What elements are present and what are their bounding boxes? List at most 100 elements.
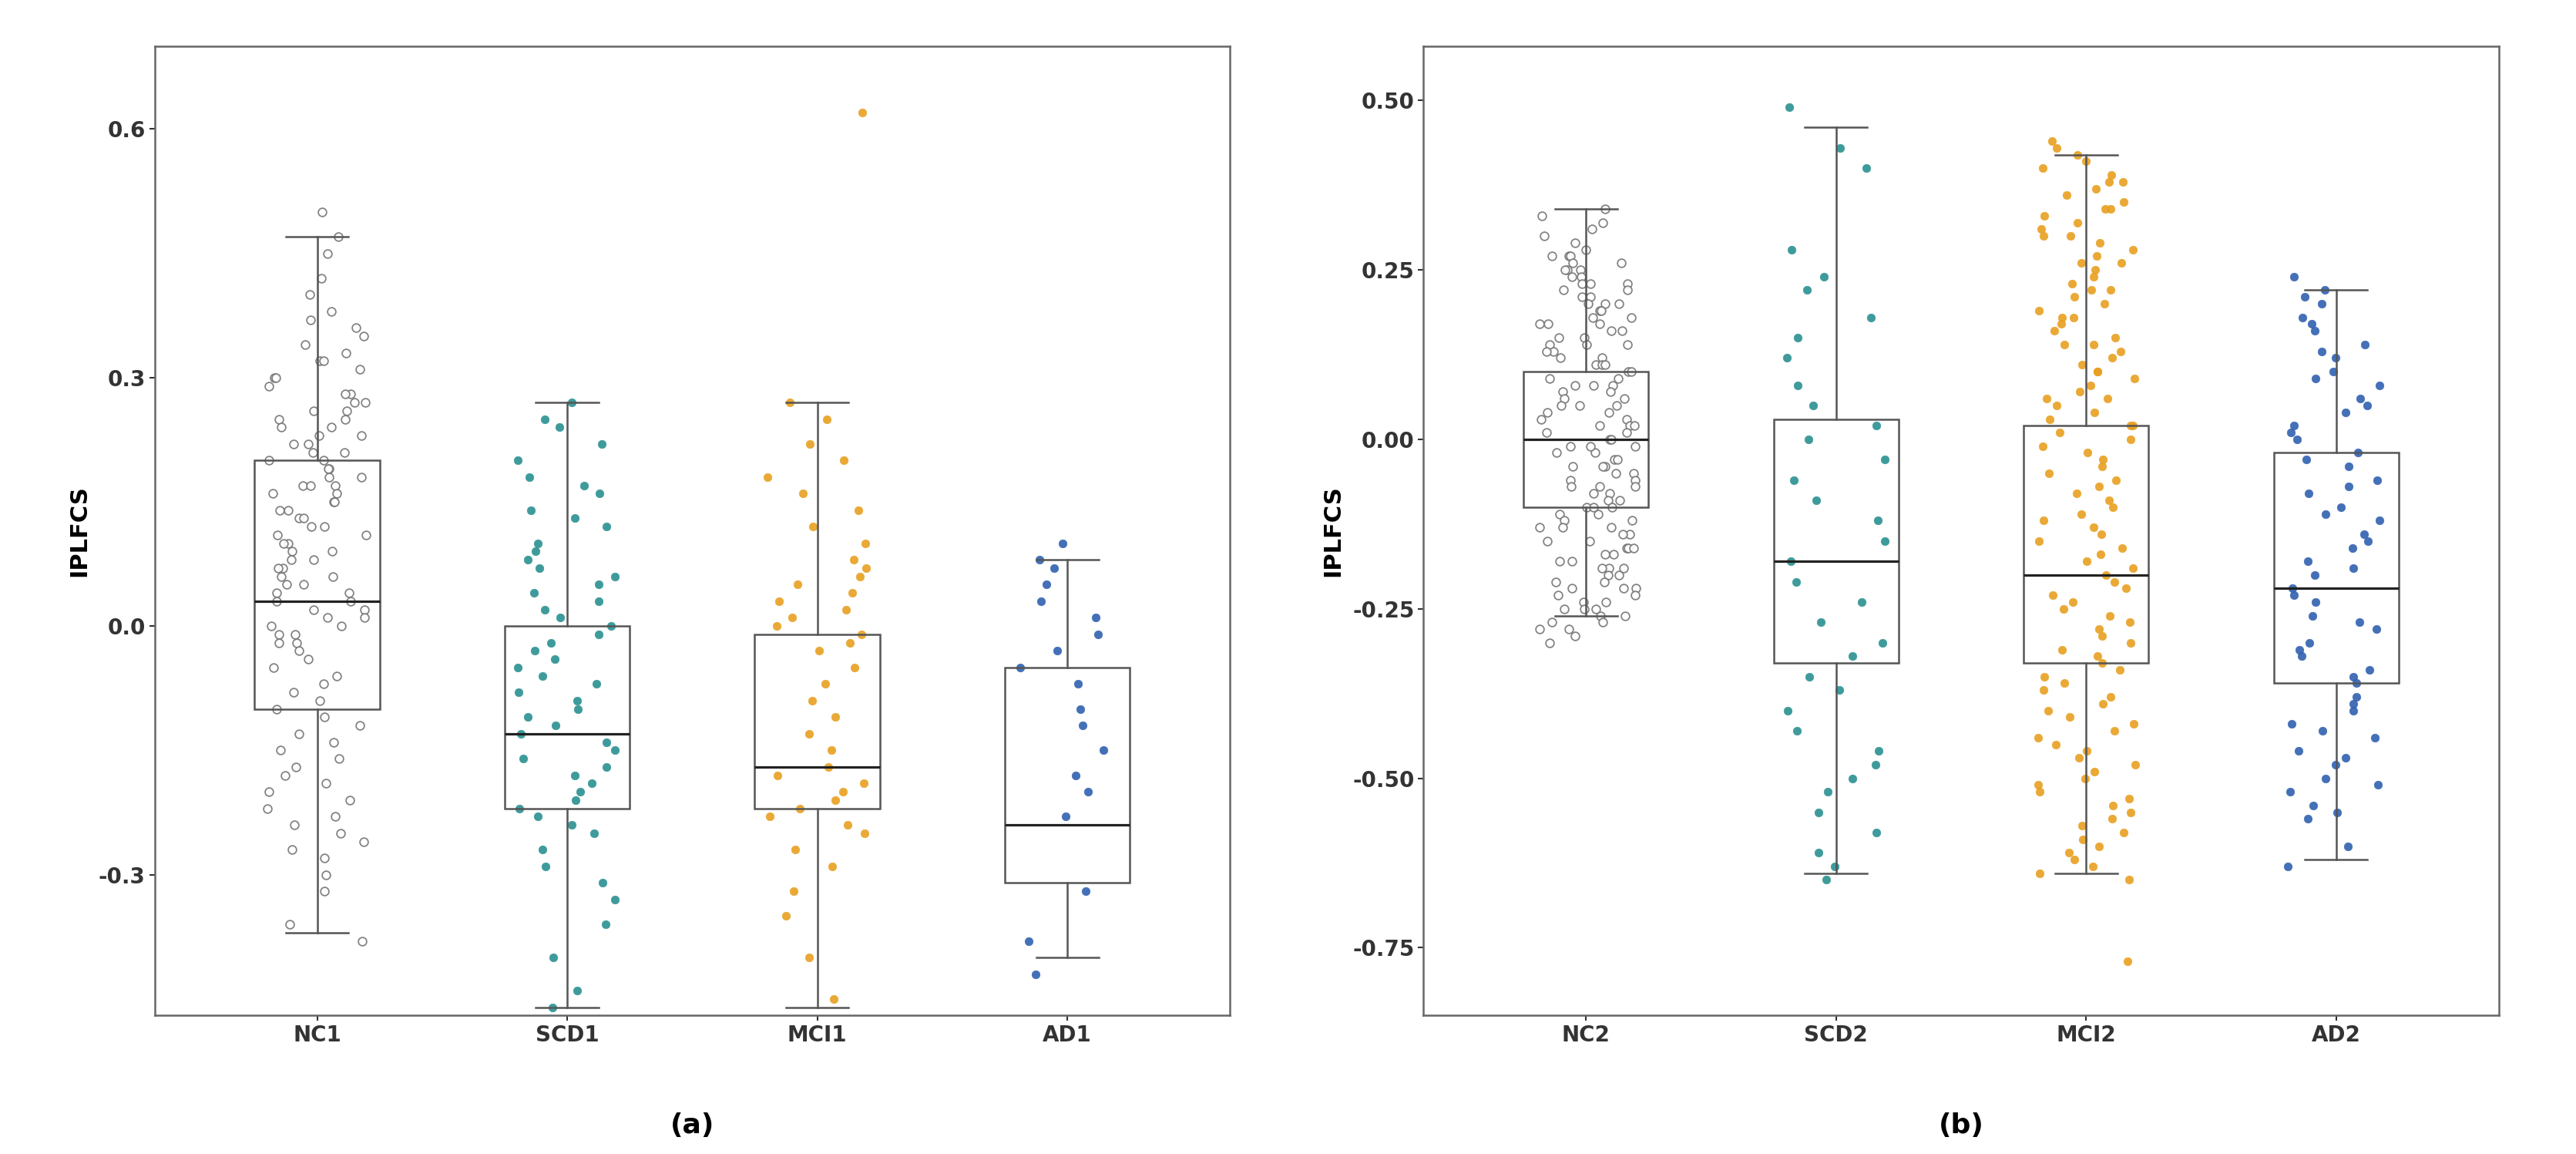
Point [835,550,876,569]
Point [2102,539,2143,557]
Point [317,667,358,685]
Point [2061,817,2102,835]
Point [1525,342,1566,360]
Point [829,634,871,652]
Point [2336,688,2378,706]
Point [577,592,618,610]
Point [2081,525,2123,544]
Point [2094,471,2136,489]
Point [270,840,312,859]
Point [2074,261,2115,279]
Point [2336,674,2378,692]
Point [1584,546,1625,564]
Point [1582,613,1623,631]
Point [1582,213,1623,232]
Point [2094,721,2136,740]
Point [1569,294,1610,313]
Point [1551,478,1592,496]
Point [1610,417,1651,435]
Point [2110,430,2151,449]
Point [533,650,574,668]
Point [1566,335,1607,353]
Point [2022,511,2063,530]
Point [1819,681,1860,699]
Point [1528,532,1569,550]
Point [2354,728,2396,747]
Point [345,608,386,627]
Point [497,451,538,470]
Point [1600,492,1641,510]
Point [1607,539,1649,557]
Point [1582,559,1623,577]
Point [304,849,345,868]
Point [2110,789,2151,808]
Point [1551,579,1592,598]
Point [1607,362,1649,381]
Point [1855,823,1896,841]
Point [2081,546,2123,564]
Point [2115,756,2156,774]
Point [273,816,314,834]
Point [1543,389,1584,407]
Point [2071,280,2112,299]
Point [2280,640,2321,659]
Point [2071,857,2112,876]
Point [265,576,307,594]
Point [1551,437,1592,456]
Point [559,782,600,801]
Point [1553,627,1595,645]
Point [309,467,350,486]
Point [2112,714,2154,733]
Point [2081,627,2123,645]
Point [554,790,595,809]
Point [2275,268,2316,286]
Point [1610,362,1651,381]
Point [2287,485,2329,503]
Point [2040,424,2081,442]
Point [1798,803,1839,822]
Point [783,485,824,503]
Point [2058,383,2099,402]
Point [2344,525,2385,544]
Point [278,725,319,743]
Point [2334,559,2375,577]
Point [526,410,567,428]
Point [1855,756,1896,774]
Point [258,634,299,652]
Point [1564,329,1605,347]
Point [999,658,1041,676]
Point [2040,315,2081,334]
Point [304,709,345,727]
Point [2074,763,2115,781]
Point [518,559,559,577]
Point [842,103,884,121]
Point [2022,437,2063,456]
Point [806,410,848,428]
Point [2017,775,2058,794]
Point [2092,810,2133,829]
Point [2061,504,2102,523]
Point [247,376,289,395]
Point [2094,572,2136,591]
Point [580,625,621,644]
Point [2048,709,2089,727]
Point [1597,369,1638,388]
Point [2076,647,2117,666]
Point [283,477,325,495]
Point [1788,667,1829,685]
Point [1574,443,1615,462]
Point [2043,674,2084,692]
Point [1538,504,1579,523]
Point [294,402,335,420]
Point [1056,766,1097,785]
Point [1579,606,1620,624]
Point [1569,287,1610,306]
Point [1775,471,1816,489]
Point [2303,280,2344,299]
Point [2267,857,2308,876]
Point [1613,539,1654,557]
Point [554,509,595,527]
Point [1059,699,1100,718]
Point [1036,642,1077,660]
Point [2102,254,2143,272]
